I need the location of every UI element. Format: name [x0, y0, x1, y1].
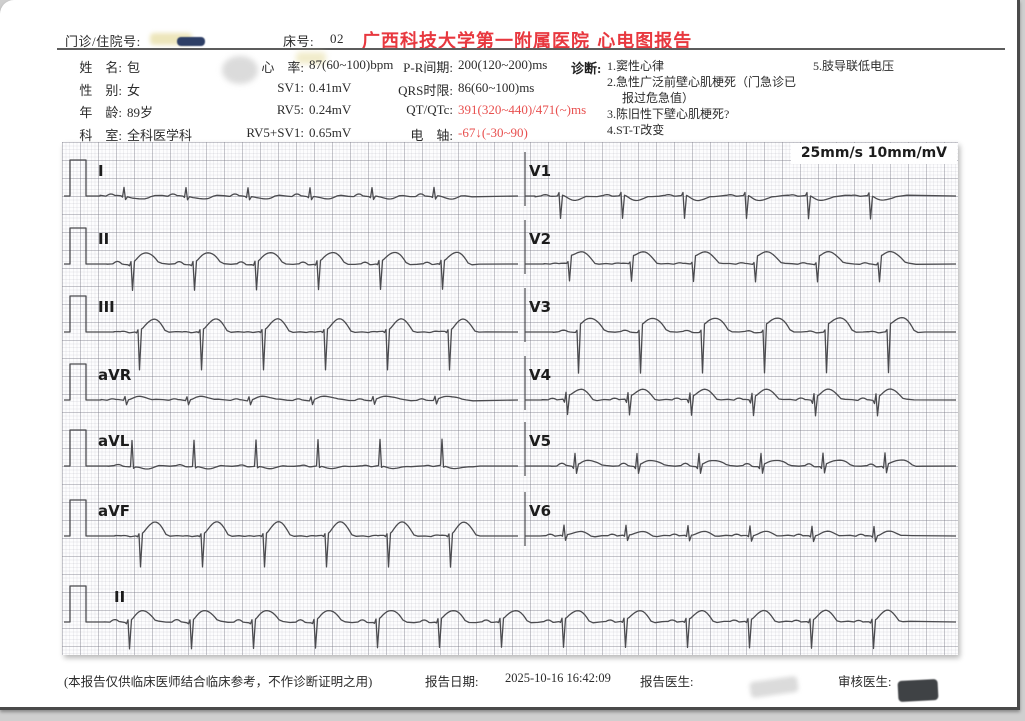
ecg-trace [64, 159, 519, 201]
diagnosis-list: 1.窦性心律 2.急性广泛前壁心肌梗死（门急诊已报过危急值） 3.陈旧性下壁心肌梗死… [607, 58, 805, 138]
exam-no-redaction-block [177, 37, 205, 46]
ecg-trace [64, 429, 518, 470]
lead-label-avl: aVL [98, 432, 130, 450]
diagnosis-label: 诊断: [571, 61, 602, 76]
ecg-trace [525, 388, 957, 417]
interval-value: 391(320~440)/471(~)ms [458, 102, 587, 117]
report-title: 广西科技大学第一附属医院 心电图报告 [362, 31, 693, 52]
patient-info-block: 姓 名: 包性 别: 女年 龄: 89岁科 室: 全科医学科 [64, 57, 192, 147]
interval-row: P-R间期: 200(120~200)ms [381, 57, 586, 80]
photo-artifact-blur [296, 52, 326, 64]
lead-label-iii: III [98, 298, 115, 316]
patient-row: 年 龄: 89岁 [64, 102, 192, 125]
diagnosis-item: 2.急性广泛前壁心肌梗死（门急诊已报过危急值） [607, 75, 797, 105]
ecg-trace [64, 227, 519, 292]
interval-row: QT/QTc: 391(320~440)/471(~)ms [381, 102, 586, 125]
ecg-trace [64, 363, 519, 406]
interval-row: 电 轴: -67↓(-30~90) [381, 125, 586, 148]
lead-label-v4: V4 [529, 366, 552, 384]
interval-value: 86(60~100)ms [458, 79, 535, 95]
lead-label-avf: aVF [98, 502, 130, 520]
diagnosis-item: 5.肢导联低电压 [813, 59, 895, 73]
patient-label: 姓 名: [79, 60, 122, 75]
report-date-value: 2025-10-16 16:42:09 [505, 671, 611, 685]
patient-value: 包 [127, 60, 141, 75]
lead-label-v2: V2 [529, 230, 552, 248]
patient-value: 全科医学科 [127, 127, 193, 143]
measurement-label: RV5+SV1: [246, 124, 304, 140]
measurement-row: 心 率: 87(60~100)bpm [200, 57, 393, 80]
ecg-trace [525, 452, 957, 475]
lead-label-ii: II [98, 230, 110, 248]
interval-label: 电 轴: [410, 127, 453, 143]
ecg-trace [64, 295, 519, 371]
interval-label: P-R间期: [403, 60, 453, 75]
lead-label-v5: V5 [529, 432, 552, 450]
measurement-row: RV5+SV1: 0.65mV [200, 125, 393, 148]
ecg-trace [64, 499, 518, 568]
review-doctor-label: 审核医生: [838, 675, 892, 689]
lead-label-v3: V3 [529, 298, 552, 316]
patient-label: 科 室: [79, 127, 122, 143]
interval-value: 200(120~200)ms [458, 57, 548, 72]
measurement-row: SV1: 0.41mV [200, 80, 393, 103]
ecg-grid-paper: 25mm/s 10mm/mV I II III aVR aVL aVF V1 V2 V3 V4 V5… [62, 142, 958, 655]
interval-row: QRS时限: 86(60~100)ms [381, 80, 586, 103]
ecg-trace [525, 191, 957, 220]
ecg-waveforms [64, 152, 957, 650]
measurement-row: RV5: 0.24mV [200, 102, 393, 125]
disclaimer-text: (本报告仅供临床医师结合临床参考，不作诊断证明之用) [64, 675, 373, 689]
diagnosis-item: 1.窦性心律 [607, 59, 665, 73]
lead-label-v1: V1 [529, 162, 552, 180]
intervals-block: P-R间期: 200(120~200)ms QRS时限: 86(60~100)ms QT… [381, 57, 586, 147]
calibration-scale-label: 25mm/s 10mm/mV [790, 143, 957, 164]
measurement-label: SV1: [277, 79, 304, 95]
diagnosis-list-col2: 5.肢导联低电压 [813, 58, 963, 74]
lead-label-v6: V6 [529, 502, 552, 520]
ecg-trace [525, 524, 957, 543]
bed-label: 床号: [283, 34, 315, 49]
measurement-label: 心 率: [261, 60, 304, 75]
measurement-value: 0.24mV [309, 102, 352, 117]
report-doctor-signature-redaction [749, 675, 799, 699]
patient-row: 科 室: 全科医学科 [64, 125, 192, 148]
name-redaction-blur [222, 56, 258, 84]
exam-no-label: 门诊/住院号: [65, 34, 141, 49]
report-page: 门诊/住院号: 床号: 02 广西科技大学第一附属医院 心电图报告 姓 名: 包性… [0, 0, 1020, 710]
lead-label-rhythm-ii: II [114, 588, 126, 606]
bed-value: 02 [330, 31, 344, 46]
measurement-value: 0.65mV [309, 124, 352, 140]
lead-label-avr: aVR [98, 366, 132, 384]
header-divider [57, 48, 1005, 50]
patient-value: 89岁 [127, 105, 154, 120]
patient-label: 性 别: [79, 82, 122, 98]
interval-value: -67↓(-30~90) [458, 124, 528, 140]
patient-row: 性 别: 女 [64, 80, 192, 103]
measurement-value: 87(60~100)bpm [309, 57, 394, 72]
interval-label: QRS时限: [398, 82, 453, 98]
measurements-block: 心 率: 87(60~100)bpm SV1: 0.41mV RV5: 0.24mV RV5… [200, 57, 393, 147]
diagnosis-item: 3.陈旧性下壁心肌梗死? [607, 107, 730, 121]
measurement-value: 0.41mV [309, 79, 352, 95]
diagnosis-item: 4.ST-T改变 [607, 123, 665, 137]
review-doctor-signature-redaction [897, 678, 939, 703]
report-doctor-label: 报告医生: [640, 675, 694, 689]
ecg-trace [525, 316, 956, 374]
lead-label-i: I [98, 162, 104, 180]
patient-label: 年 龄: [79, 105, 122, 120]
measurement-label: RV5: [276, 102, 304, 117]
patient-value: 女 [127, 82, 141, 98]
report-date-label: 报告日期: [425, 675, 479, 689]
interval-label: QT/QTc: [406, 102, 453, 117]
patient-row: 姓 名: 包 [64, 57, 192, 80]
ecg-trace [525, 250, 957, 283]
ecg-trace [64, 585, 957, 650]
